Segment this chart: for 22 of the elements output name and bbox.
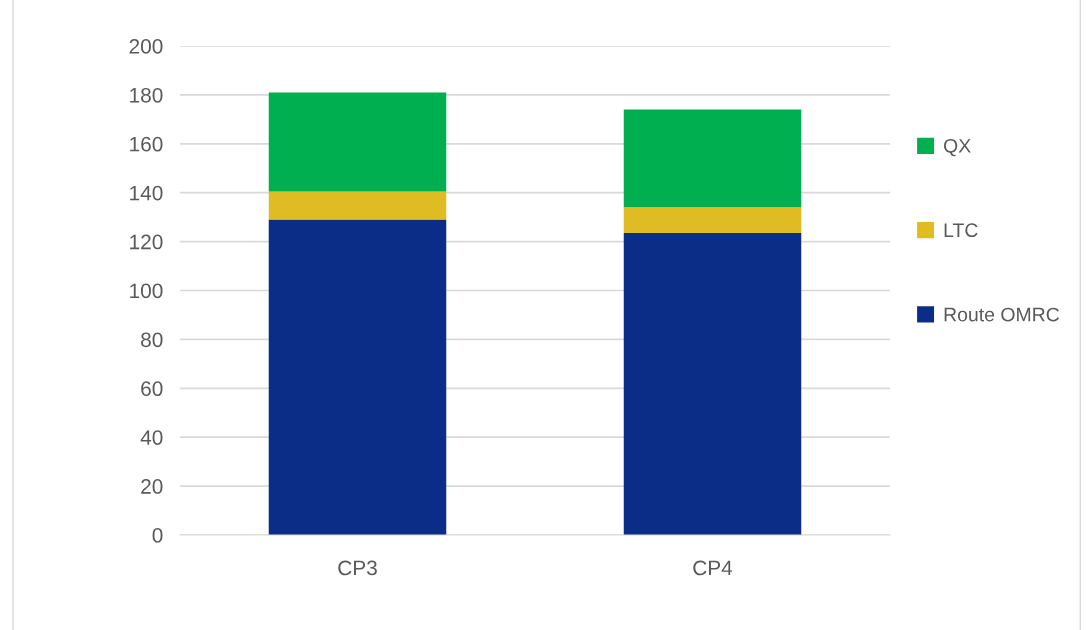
bar [623, 233, 802, 535]
y-tick-label: 20 [141, 479, 163, 494]
y-tick-label: 0 [152, 528, 163, 543]
y-tick-label: 120 [130, 234, 163, 250]
y-tick-label: 140 [130, 185, 163, 201]
y-tick-label: 80 [141, 332, 163, 348]
bar [623, 207, 802, 234]
bar [268, 92, 447, 192]
legend-label: QX [944, 138, 971, 157]
x-tick-label: CP4 [693, 560, 733, 576]
x-tick-label: CP3 [338, 560, 377, 576]
y-tick-label: 180 [130, 87, 163, 103]
y-tick-label: 100 [130, 283, 163, 299]
bar [268, 191, 447, 220]
y-tick-label: 160 [130, 136, 163, 152]
bar [268, 219, 447, 535]
y-tick-label: 60 [141, 381, 163, 397]
y-tick-label: 40 [140, 430, 163, 445]
legend-label: Route OMRC [944, 307, 1060, 322]
y-tick-label: 200 [129, 39, 163, 54]
bar [623, 109, 802, 208]
legend-label: LTC [944, 223, 978, 238]
